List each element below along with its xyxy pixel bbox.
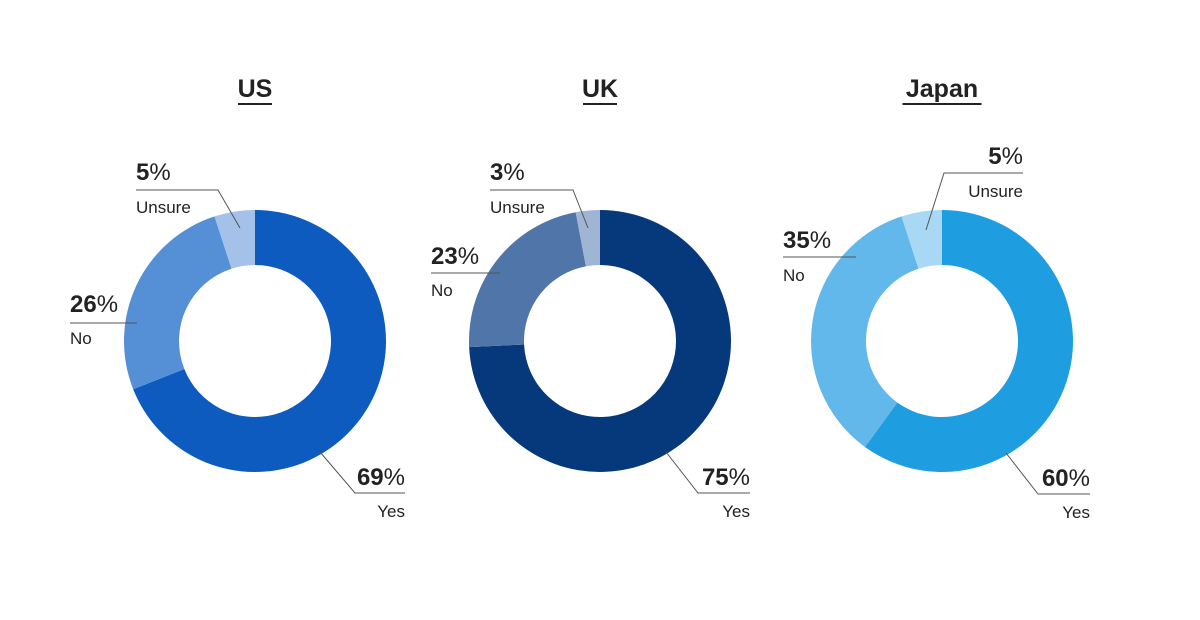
category-label-us-unsure: Unsure [136,198,191,217]
category-label-uk-no: No [431,281,453,300]
leader-line-japan-unsure [925,172,1023,231]
slice-japan-no [811,216,919,447]
slice-uk-no [469,212,586,348]
leader-line-us-yes [319,451,405,494]
category-label-uk-yes: Yes [722,502,750,521]
value-label-japan-unsure: 5% [988,143,1023,170]
value-label-japan-yes: 60% [1042,465,1090,492]
donut-us: US 69% Yes 26% No 5% Unsure [70,75,405,521]
value-label-uk-yes: 75% [702,464,750,491]
value-label-us-unsure: 5% [136,159,171,186]
category-label-japan-unsure: Unsure [968,182,1023,201]
category-label-uk-unsure: Unsure [490,198,545,217]
leader-line-uk-unsure [490,189,589,229]
slice-us-yes [133,210,386,472]
donut-uk: UK 75% Yes 23% No 3% Unsure [431,75,750,521]
slice-us-no [124,216,232,390]
slice-japan-yes [865,210,1073,472]
value-label-uk-unsure: 3% [490,159,525,186]
slice-uk-unsure [575,210,600,267]
slice-uk-yes [469,210,731,472]
value-label-us-no: 26% [70,291,118,318]
category-label-japan-yes: Yes [1062,503,1090,522]
value-label-us-yes: 69% [357,464,405,491]
category-label-us-yes: Yes [377,502,405,521]
chart-title-us: US [238,75,273,103]
category-label-japan-no: No [783,266,805,285]
leader-line-us-unsure [136,189,241,229]
chart-title-japan: Japan [906,75,978,103]
donut-japan: Japan 60% Yes 35% No 5% Unsure [783,75,1090,522]
category-label-us-no: No [70,329,92,348]
slice-us-unsure [214,210,255,269]
leader-line-japan-yes [1005,452,1090,495]
value-label-japan-no: 35% [783,227,831,254]
slice-japan-unsure [901,210,942,269]
leader-line-uk-yes [665,451,750,494]
value-label-uk-no: 23% [431,243,479,270]
chart-title-uk: UK [582,75,618,103]
